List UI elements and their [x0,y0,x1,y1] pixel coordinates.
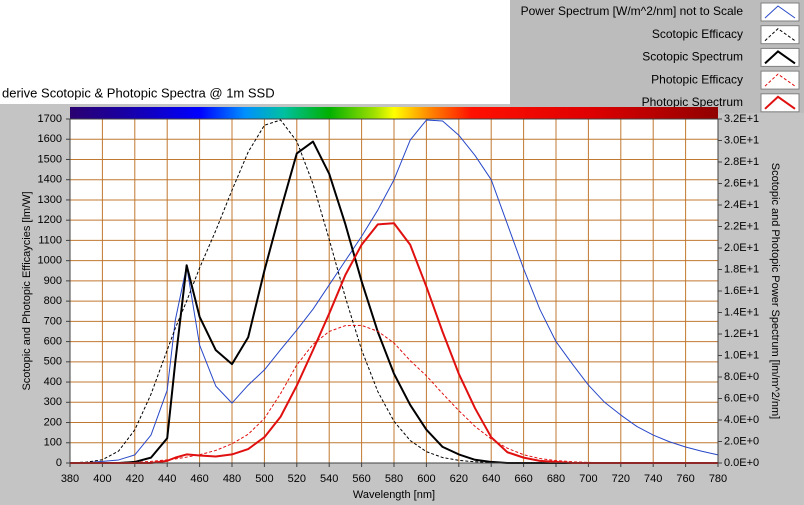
legend-swatch-box [760,70,800,90]
y2-tick-label: 2.2E+1 [724,220,759,232]
y-tick-label: 0 [56,457,62,469]
y-tick-label: 1400 [38,174,62,186]
y-tick-label: 300 [44,396,62,408]
legend-swatch [764,95,796,110]
x-tick-label: 420 [126,473,144,485]
y2-tick-label: 0.0E+0 [724,457,759,469]
legend-box [510,0,804,113]
plot: 380 400 420 440 460 480 500 520 540 560 580 600 620 6… [38,113,760,485]
y-tick-label: 1300 [38,194,62,206]
x-tick-label: 540 [320,473,338,485]
y2-tick-label: 2.4E+1 [724,199,759,211]
x-tick-label: 520 [288,473,306,485]
x-tick-label: 620 [450,473,468,485]
y2-tick-label: 2.6E+1 [724,177,759,189]
y2-tick-label: 2.0E+0 [724,435,759,447]
y-tick-label: 1700 [38,113,62,125]
y2-tick-label: 2.8E+1 [724,156,759,168]
y-tick-label: 1600 [38,133,62,145]
legend: Power Spectrum [W/m^2/nm] not to Scale Sc… [521,2,800,113]
y2-tick-label: 2.0E+1 [724,242,759,254]
legend-label: Power Spectrum [W/m^2/nm] not to Scale [521,4,744,18]
x-tick-label: 380 [61,473,79,485]
series-line [69,119,719,464]
y-axis-label: Scotopic and Photopic Efficaycies [lm/W] [21,191,33,390]
legend-swatch [764,73,796,87]
x-tick-label: 500 [255,473,273,485]
y2-tick-label: 1.6E+1 [724,285,759,297]
title-area [0,0,510,104]
x-tick-label: 560 [352,473,370,485]
x-tick-label: 400 [93,473,111,485]
y-tick-label: 700 [44,315,62,327]
x-tick-label: 780 [709,473,727,485]
y2-tick-label: 3.2E+1 [724,113,759,125]
legend-swatch-box [760,93,800,113]
y2-tick-label: 4.0E+0 [724,414,759,426]
x-axis-label: Wavelength [nm] [353,489,435,501]
y-tick-label: 1000 [38,255,62,267]
legend-swatch [764,5,796,19]
x-tick-label: 640 [482,473,500,485]
x-tick-label: 740 [644,473,662,485]
legend-swatch-box [760,2,800,22]
legend-swatch-box [760,25,800,45]
x-tick-label: 480 [223,473,241,485]
y-tick-label: 900 [44,275,62,287]
x-tick-label: 760 [676,473,694,485]
legend-label: Photopic Efficacy [651,72,743,86]
y2-tick-label: 1.0E+1 [724,349,759,361]
chart-title: derive Scotopic & Photopic Spectra @ 1m … [2,85,275,100]
x-tick-label: 700 [579,473,597,485]
y-tick-label: 500 [44,356,62,368]
legend-label: Photopic Spectrum [642,95,743,109]
y2-tick-label: 1.8E+1 [724,263,759,275]
legend-swatch-box [760,47,800,67]
series-line [69,324,718,464]
y2-tick-label: 1.4E+1 [724,306,759,318]
x-tick-label: 720 [612,473,630,485]
y2-axis-label: Scotopic and Photopic Power Spectrum [lm… [769,163,781,419]
x-tick-label: 680 [547,473,565,485]
y2-tick-label: 1.2E+1 [724,328,759,340]
x-tick-label: 660 [514,473,532,485]
y-tick-label: 1100 [38,234,62,246]
y-tick-label: 400 [44,376,62,388]
x-tick-label: 460 [190,473,208,485]
y2-tick-label: 8.0E+0 [724,371,759,383]
y2-tick-label: 3.0E+1 [724,134,759,146]
legend-label: Scotopic Spectrum [642,50,743,64]
y-tick-label: 1200 [38,214,62,226]
y-tick-label: 200 [44,416,62,428]
y-tick-label: 1500 [38,153,62,165]
x-tick-label: 600 [417,473,435,485]
y-tick-label: 800 [44,295,62,307]
plot-frame [69,118,719,464]
x-tick-label: 440 [158,473,176,485]
spectrum-bar [70,107,718,119]
legend-label: Scotopic Efficacy [652,27,743,41]
y2-tick-label: 6.0E+0 [724,392,759,404]
y-tick-label: 100 [44,437,62,449]
legend-swatch [764,50,796,65]
legend-swatch [764,28,796,42]
x-tick-label: 580 [385,473,403,485]
y-tick-label: 600 [44,335,62,347]
